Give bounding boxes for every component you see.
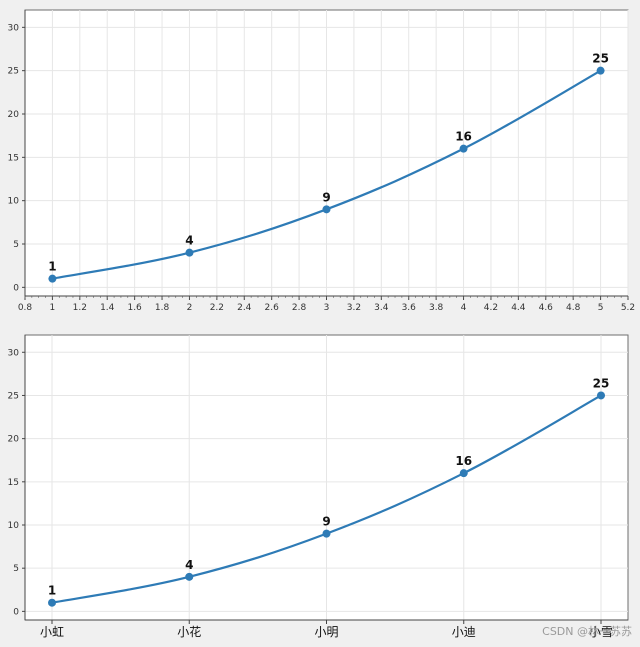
y-tick-label: 20: [8, 435, 20, 445]
y-tick-label: 30: [8, 348, 20, 358]
x-tick-label: 3: [324, 303, 330, 313]
x-tick-label: 1.6: [127, 303, 142, 313]
x-tick-label: 2: [187, 303, 193, 313]
x-category-label: 小明: [314, 625, 338, 639]
x-tick-label: 4.6: [539, 303, 554, 313]
x-tick-label: 5: [598, 303, 604, 313]
x-category-label: 小雪: [589, 625, 613, 639]
x-tick-label: 4: [461, 303, 467, 313]
y-tick-label: 25: [8, 67, 19, 77]
watermark: CSDN @林一苏苏: [542, 625, 632, 638]
y-tick-label: 0: [13, 283, 19, 293]
data-label: 9: [322, 515, 330, 529]
y-tick-label: 5: [13, 564, 19, 574]
y-tick-label: 0: [13, 607, 19, 617]
x-tick-label: 3.2: [347, 303, 361, 313]
y-tick-label: 30: [8, 23, 20, 33]
data-point: [322, 205, 331, 214]
data-label: 25: [592, 52, 609, 66]
data-label: 1: [48, 260, 56, 274]
data-label: 1: [48, 584, 56, 598]
data-label: 16: [455, 454, 472, 468]
x-tick-label: 3.4: [374, 303, 389, 313]
x-category-label: 小虹: [40, 625, 64, 639]
y-tick-label: 20: [8, 110, 20, 120]
x-tick-label: 2.2: [210, 303, 224, 313]
x-tick-label: 1.2: [73, 303, 87, 313]
data-label: 25: [593, 376, 610, 390]
x-tick-label: 1.8: [155, 303, 170, 313]
x-tick-label: 1: [50, 303, 56, 313]
data-label: 9: [322, 190, 330, 204]
x-tick-label: 3.6: [402, 303, 417, 313]
y-tick-label: 5: [13, 240, 19, 250]
data-point: [185, 572, 194, 581]
data-label: 16: [455, 130, 472, 144]
x-category-label: 小迪: [452, 625, 476, 639]
y-tick-label: 10: [8, 521, 20, 531]
data-point: [596, 66, 605, 75]
numeric-line-chart: 0 5 10 15 20 25 30 0.8 1 1.2 1.4 1.6 1.8 2 2.2 2.4 2.6 2.…: [0, 0, 640, 318]
x-tick-label: 2.8: [292, 303, 307, 313]
x-tick-label: 3.8: [429, 303, 444, 313]
x-tick-label: 5.2: [621, 303, 635, 313]
x-tick-label: 1.4: [100, 303, 115, 313]
data-point: [48, 274, 57, 283]
x-tick-label: 4.8: [566, 303, 581, 313]
y-tick-label: 25: [8, 391, 19, 401]
category-line-chart-svg: 0 5 10 15 20 25 30 小虹 小花 小明 小迪 小雪 1 4 9 16 25: [8, 334, 629, 639]
data-label: 4: [185, 558, 193, 572]
x-tick-label: 2.4: [237, 303, 252, 313]
y-tick-label: 15: [8, 478, 19, 488]
y-tick-label: 10: [8, 197, 20, 207]
data-point: [322, 529, 331, 538]
x-category-label: 小花: [177, 624, 201, 639]
data-label: 4: [185, 234, 193, 248]
category-line-chart: 0 5 10 15 20 25 30 小虹 小花 小明 小迪 小雪 1 4 9 16 25: [0, 322, 640, 647]
data-point: [459, 144, 468, 153]
data-point: [459, 469, 468, 478]
x-tick-label: 0.8: [18, 303, 33, 313]
x-tick-label: 2.6: [265, 303, 280, 313]
data-point: [185, 248, 194, 257]
y-tick-label: 15: [8, 153, 19, 163]
x-tick-label: 4.4: [511, 303, 526, 313]
data-point: [597, 391, 605, 400]
x-tick-label: 4.2: [484, 303, 498, 313]
data-point: [48, 598, 56, 607]
